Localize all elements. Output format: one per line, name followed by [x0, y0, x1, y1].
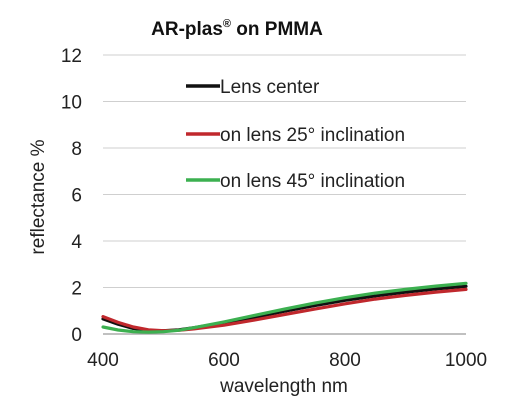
x-tick-label-800: 800 — [329, 350, 361, 371]
chart-title: AR-plas® on PMMA — [151, 18, 323, 40]
title-registered-mark: ® — [223, 18, 231, 30]
y-tick-label-0: 0 — [71, 325, 82, 346]
y-axis-label: reflectance % — [28, 139, 49, 254]
legend: Lens center on lens 25° inclination on len… — [186, 77, 405, 192]
x-tick-label-1000: 1000 — [445, 350, 487, 371]
legend-label-3: on lens 45° inclination — [220, 171, 405, 192]
series — [101, 281, 468, 334]
x-tick-label-400: 400 — [87, 350, 119, 371]
title-rest: on PMMA — [231, 19, 323, 40]
series-line-3 — [101, 281, 468, 334]
title-main: AR-plas — [151, 19, 223, 40]
legend-label-1: Lens center — [220, 77, 320, 98]
y-tick-label-6: 6 — [71, 186, 82, 207]
y-tick-label-4: 4 — [71, 232, 82, 253]
y-tick-label-2: 2 — [71, 279, 82, 300]
tick-labels: 0 2 4 6 8 10 12 400 600 800 1000 — [61, 46, 487, 371]
legend-label-2: on lens 25° inclination — [220, 125, 405, 146]
series-line-2 — [101, 287, 468, 333]
y-tick-label-10: 10 — [61, 93, 82, 114]
y-tick-label-12: 12 — [61, 46, 82, 67]
y-tick-label-8: 8 — [71, 139, 82, 160]
x-axis-label: wavelength nm — [219, 376, 348, 397]
grid — [103, 54, 466, 288]
x-tick-label-600: 600 — [208, 350, 240, 371]
